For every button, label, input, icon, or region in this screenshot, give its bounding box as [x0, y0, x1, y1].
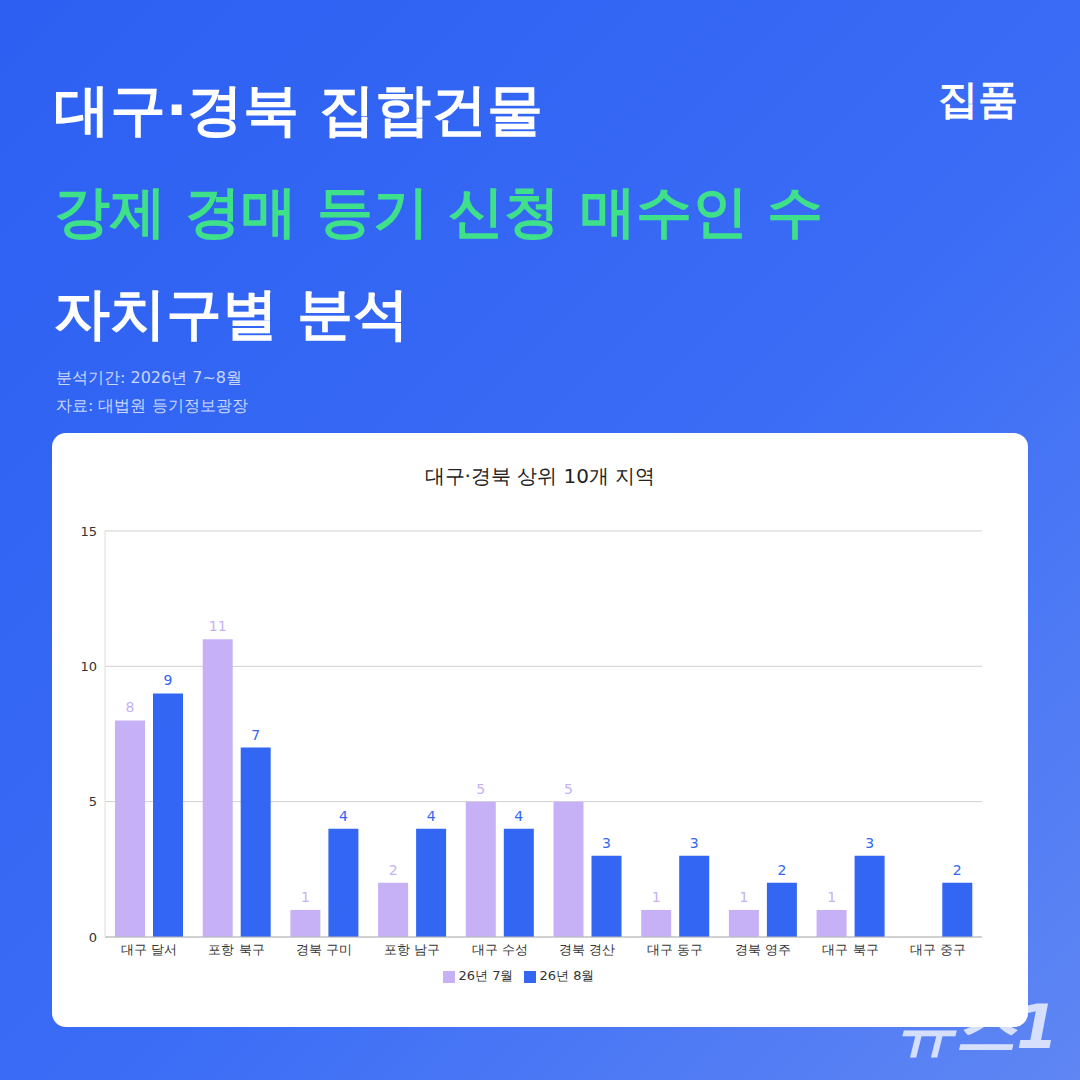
- svg-text:8: 8: [126, 699, 135, 715]
- svg-text:대구 중구: 대구 중구: [910, 942, 966, 957]
- svg-text:대구 동구: 대구 동구: [647, 942, 703, 957]
- svg-text:3: 3: [690, 835, 699, 851]
- svg-text:1: 1: [652, 889, 661, 905]
- html-text:뉴스1: 뉴스1: [896, 992, 1058, 1062]
- svg-text:0: 0: [89, 930, 97, 945]
- html-text:분석기간: 2026년 7~8월: 분석기간: 2026년 7~8월: [56, 368, 242, 387]
- html-text:26년 7월: 26년 7월: [458, 968, 514, 983]
- svg-text:포항 북구: 포항 북구: [208, 942, 264, 957]
- svg-text:15: 15: [80, 524, 97, 539]
- svg-text:포항 남구: 포항 남구: [384, 942, 440, 957]
- svg-text:9: 9: [164, 672, 173, 688]
- svg-text:10: 10: [80, 659, 97, 674]
- html-text:자치구별 분석: 자치구별 분석: [54, 281, 410, 346]
- html-text:강제 경매 등기 신청 매수인 수: 강제 경매 등기 신청 매수인 수: [54, 179, 824, 244]
- html-text:자료: 대법원 등기정보광장: 자료: 대법원 등기정보광장: [56, 396, 248, 415]
- svg-text:1: 1: [739, 889, 748, 905]
- svg-text:2: 2: [777, 862, 786, 878]
- svg-text:경북 구미: 경북 구미: [296, 942, 352, 957]
- svg-text:4: 4: [427, 808, 436, 824]
- svg-text:1: 1: [827, 889, 836, 905]
- html-text:집품: 집품: [938, 76, 1018, 122]
- svg-text:5: 5: [89, 794, 97, 809]
- svg-text:대구 북구: 대구 북구: [822, 942, 878, 957]
- svg-text:2: 2: [953, 862, 962, 878]
- svg-text:1: 1: [301, 889, 310, 905]
- svg-text:3: 3: [602, 835, 611, 851]
- svg-text:대구 달서: 대구 달서: [121, 942, 177, 957]
- svg-text:경북 영주: 경북 영주: [735, 942, 791, 957]
- html-text:대구·경북 집합건물: 대구·경북 집합건물: [54, 77, 543, 142]
- svg-text:11: 11: [209, 618, 227, 634]
- svg-text:4: 4: [514, 808, 523, 824]
- svg-text:7: 7: [251, 727, 260, 743]
- svg-text:5: 5: [564, 781, 573, 797]
- svg-text:3: 3: [865, 835, 874, 851]
- svg-text:2: 2: [389, 862, 398, 878]
- html-text:26년 8월: 26년 8월: [539, 968, 595, 983]
- svg-text:4: 4: [339, 808, 348, 824]
- svg-text:경북 경산: 경북 경산: [559, 942, 615, 957]
- svg-text:5: 5: [476, 781, 485, 797]
- html-text:대구·경북 상위 10개 지역: 대구·경북 상위 10개 지역: [424, 464, 656, 488]
- svg-text:대구 수성: 대구 수성: [472, 942, 528, 957]
